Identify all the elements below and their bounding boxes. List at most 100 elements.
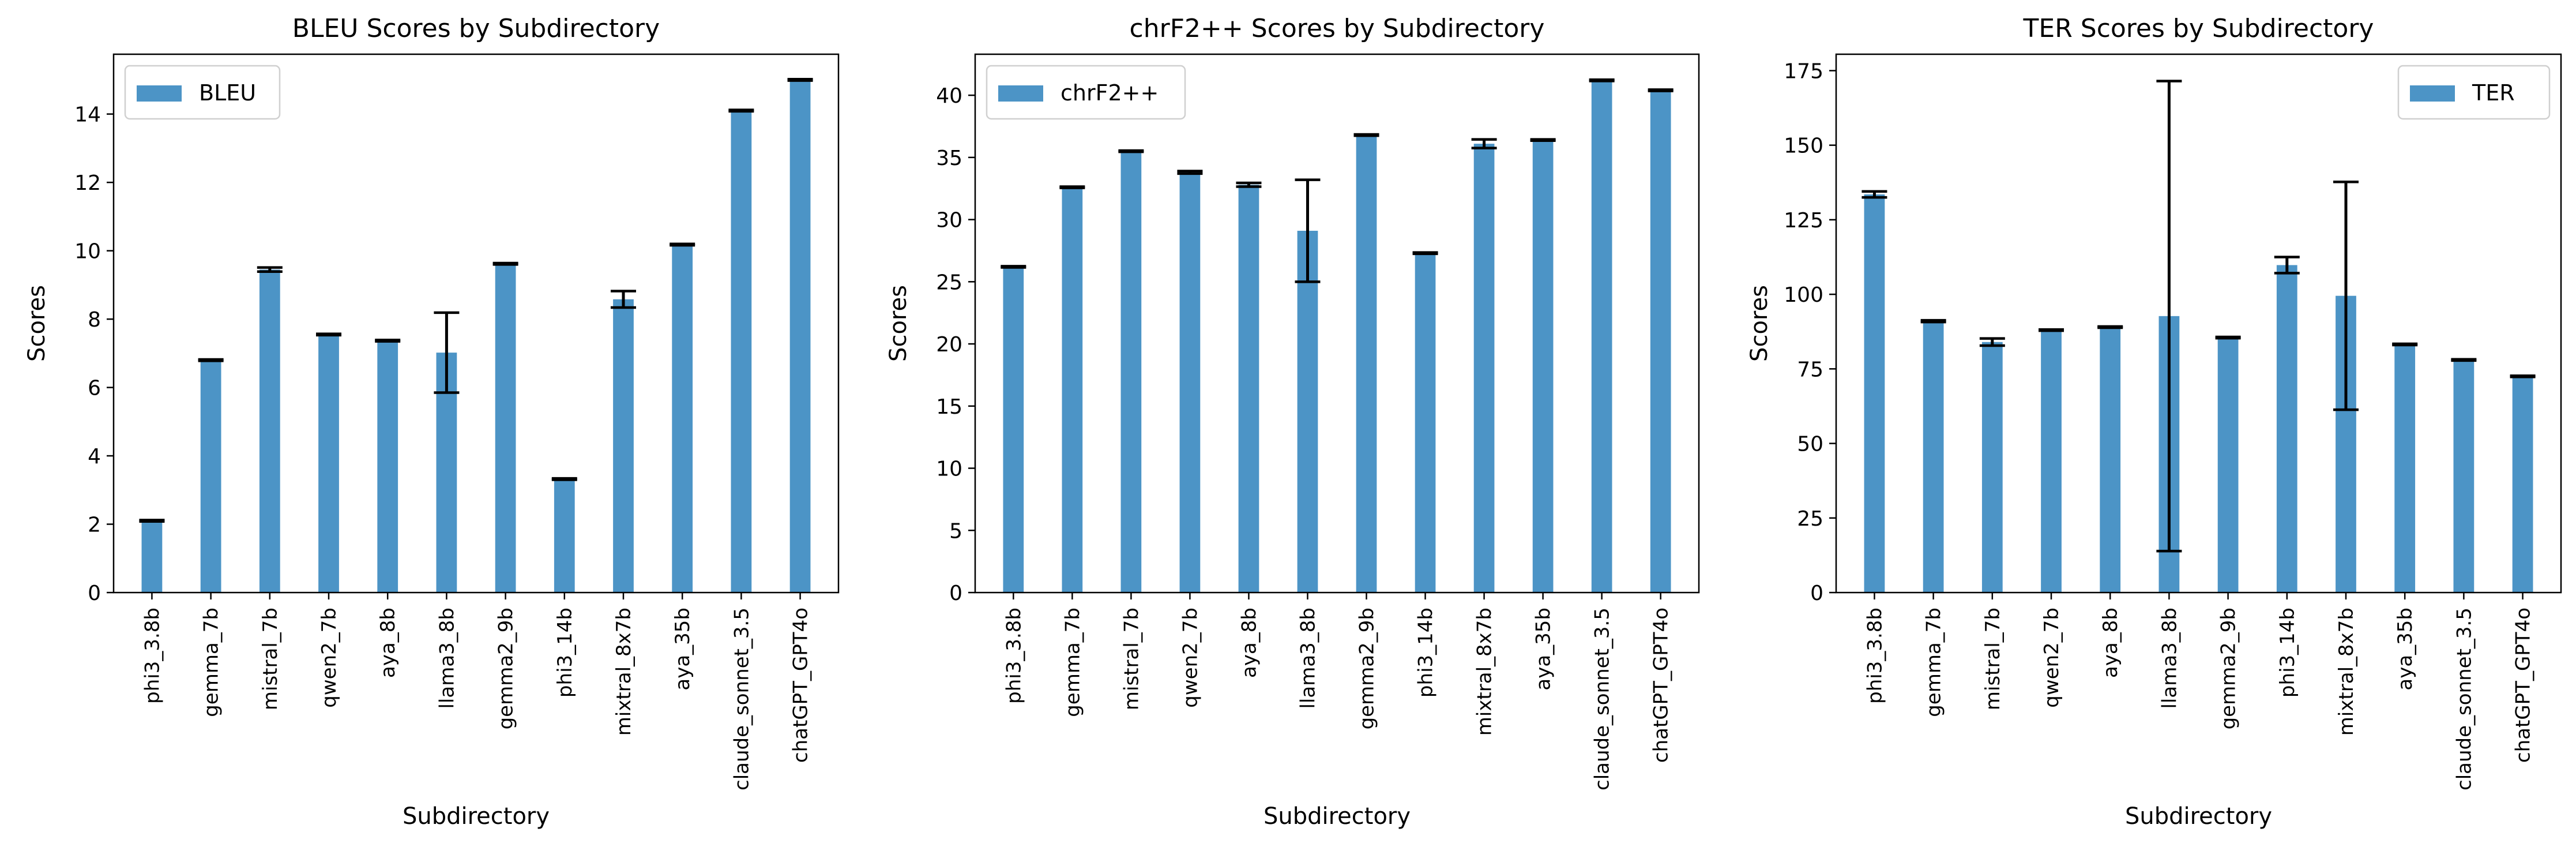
legend-label: chrF2++: [1061, 80, 1159, 106]
axes-frame: [112, 53, 840, 594]
y-tick-label: 100: [1784, 283, 1823, 307]
x-tick-label: llama3_8b: [435, 608, 458, 709]
bar: [1415, 253, 1436, 593]
legend-box: [2397, 65, 2551, 120]
x-tick-label: aya_35b: [671, 608, 694, 691]
x-tick-label: phi3_14b: [1415, 608, 1438, 698]
y-tick-label: 125: [1784, 209, 1823, 233]
legend: BLEU: [124, 65, 281, 120]
bar: [1650, 90, 1671, 593]
y-tick-label: 15: [936, 395, 962, 419]
y-tick-label: 35: [936, 147, 962, 170]
x-tick-label: phi3_14b: [554, 608, 577, 698]
x-tick-label: mixtral_8x7b: [612, 608, 635, 736]
bar: [2041, 330, 2062, 593]
y-tick-label: 12: [74, 171, 101, 195]
x-tick-label: gemma_7b: [1923, 608, 1946, 717]
bar: [2100, 327, 2121, 593]
chart-title: TER Scores by Subdirectory: [2023, 14, 2374, 43]
bar: [1532, 140, 1554, 593]
y-tick-label: 10: [74, 240, 101, 264]
chart-title: chrF2++ Scores by Subdirectory: [1130, 14, 1545, 43]
x-tick-label: chatGPT_GPT4o: [2512, 608, 2535, 763]
bar: [1062, 187, 1083, 593]
bar: [2453, 359, 2475, 593]
bar: [2276, 265, 2297, 593]
x-tick-label: aya_8b: [377, 608, 400, 678]
x-tick-label: chatGPT_GPT4o: [1650, 608, 1673, 763]
y-tick-label: 75: [1797, 358, 1823, 381]
legend-swatch: [998, 85, 1043, 102]
x-axis-label: Subdirectory: [2125, 803, 2272, 830]
bar: [1120, 151, 1142, 593]
y-axis-label: Scores: [1746, 285, 1773, 362]
chart-panel-3: TER Scores by Subdirectory 0 25 50 75 100 125 1…: [1746, 14, 2562, 830]
y-axis-label: Scores: [885, 285, 912, 362]
y-tick-label: 175: [1784, 59, 1823, 83]
legend-box: [124, 65, 281, 120]
x-tick-label: gemma2_9b: [2217, 608, 2240, 729]
y-tick-label: 150: [1784, 134, 1823, 158]
y-tick-label: 25: [936, 271, 962, 294]
x-tick-label: aya_35b: [1532, 608, 1555, 691]
x-tick-label: gemma_7b: [1061, 608, 1084, 717]
x-tick-label: chatGPT_GPT4o: [789, 608, 813, 763]
bar: [1473, 144, 1495, 593]
y-tick-label: 40: [936, 84, 962, 108]
x-tick-label: gemma_7b: [200, 608, 223, 717]
x-axis-label: Subdirectory: [403, 803, 550, 830]
x-tick-label: gemma2_9b: [495, 608, 518, 729]
x-tick-label: aya_8b: [2099, 608, 2122, 678]
legend-swatch: [137, 85, 182, 102]
legend: chrF2++: [986, 65, 1186, 120]
legend-label: BLEU: [199, 80, 256, 106]
y-tick-label: 10: [936, 458, 962, 481]
x-tick-label: aya_35b: [2394, 608, 2417, 691]
bar: [1356, 135, 1377, 593]
bar: [141, 520, 163, 593]
chart-panel-2: chrF2++ Scores by Subdirectory 0 5 10 15 20 25…: [885, 14, 1700, 830]
bar: [1864, 194, 1885, 593]
x-tick-label: mixtral_8x7b: [1473, 608, 1496, 736]
chart-panel-1: BLEU Scores by Subdirectory 0 2 4 6 8 10 12 14 Sc…: [24, 14, 840, 830]
x-tick-label: claude_sonnet_3.5: [2453, 608, 2476, 790]
bar: [613, 299, 634, 593]
legend-swatch: [2410, 85, 2455, 102]
x-tick-label: claude_sonnet_3.5: [1591, 608, 1614, 790]
legend-label: TER: [2472, 80, 2515, 106]
y-axis-label: Scores: [24, 285, 50, 362]
bar: [1923, 321, 1944, 593]
axes-frame: [1835, 53, 2562, 594]
bar: [2217, 338, 2239, 593]
y-tick-label: 50: [1797, 433, 1823, 456]
x-tick-label: phi3_14b: [2276, 608, 2299, 698]
x-tick-label: mixtral_8x7b: [2335, 608, 2358, 736]
bar: [789, 80, 811, 593]
bar: [318, 334, 339, 593]
x-tick-label: llama3_8b: [1296, 608, 1319, 709]
bar: [1179, 172, 1201, 593]
x-tick-label: phi3_3.8b: [141, 608, 164, 704]
bar: [1981, 342, 2003, 593]
x-tick-label: phi3_3.8b: [1002, 608, 1025, 704]
x-tick-label: aya_8b: [1238, 608, 1261, 678]
x-tick-label: phi3_3.8b: [1863, 608, 1886, 704]
bar: [731, 110, 752, 593]
bar: [259, 269, 280, 593]
axes-frame: [974, 53, 1700, 594]
y-tick-label: 25: [1797, 507, 1823, 531]
y-tick-label: 14: [74, 103, 101, 127]
x-tick-label: mistral_7b: [259, 608, 282, 710]
bar: [1591, 80, 1612, 593]
y-tick-label: 2: [88, 514, 101, 537]
x-tick-label: qwen2_7b: [2040, 608, 2063, 708]
y-tick-label: 20: [936, 333, 962, 357]
x-tick-label: gemma2_9b: [1356, 608, 1379, 729]
legend: TER: [2397, 65, 2551, 120]
chart-title: BLEU Scores by Subdirectory: [292, 14, 660, 43]
x-axis-label: Subdirectory: [1263, 803, 1411, 830]
x-tick-label: claude_sonnet_3.5: [730, 608, 753, 790]
bar: [1297, 230, 1318, 593]
